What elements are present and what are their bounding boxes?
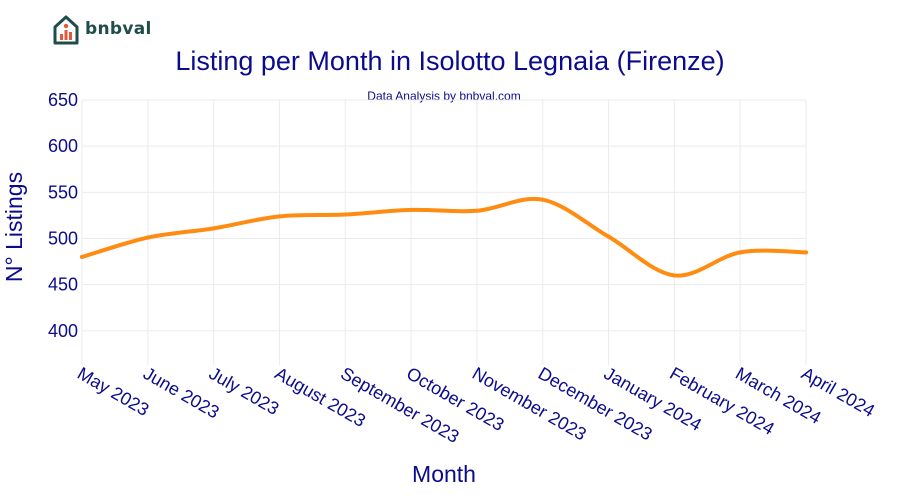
data-point [540, 197, 545, 202]
series [80, 196, 808, 278]
data-point [672, 273, 677, 278]
data-point [474, 208, 479, 213]
x-axis-title: Month [412, 461, 476, 487]
data-point [409, 207, 414, 212]
data-point [343, 212, 348, 217]
y-tick-label: 600 [48, 136, 78, 156]
y-tick-label: 400 [48, 321, 78, 341]
x-tick-label: September 2023 [337, 363, 462, 447]
x-tick-label: May 2023 [74, 363, 152, 420]
data-point [80, 254, 84, 259]
data-point [804, 250, 808, 255]
data-point [277, 214, 282, 219]
x-tick-label: November 2023 [469, 363, 590, 444]
brand-logo: bnbval [52, 12, 152, 46]
series-line-listings [80, 196, 808, 278]
chart-subtitle: Data Analysis by bnbval.com [367, 89, 520, 103]
y-axis-ticks: 400 450 500 550 600 650 [48, 90, 78, 341]
grid [81, 99, 807, 365]
data-point [211, 226, 216, 231]
y-axis-title: N° Listings [1, 172, 27, 282]
y-tick-label: 500 [48, 229, 78, 249]
y-tick-label: 450 [48, 275, 78, 295]
chart-title: Listing per Month in Isolotto Legnaia (F… [175, 46, 724, 76]
data-point [738, 250, 743, 255]
y-tick-label: 550 [48, 182, 78, 202]
y-tick-label: 650 [48, 90, 78, 110]
x-tick-label: December 2023 [535, 363, 656, 444]
house-chart-icon [53, 15, 79, 45]
data-point [606, 234, 611, 239]
data-point [145, 235, 150, 240]
brand-name: bnbval [85, 19, 152, 39]
